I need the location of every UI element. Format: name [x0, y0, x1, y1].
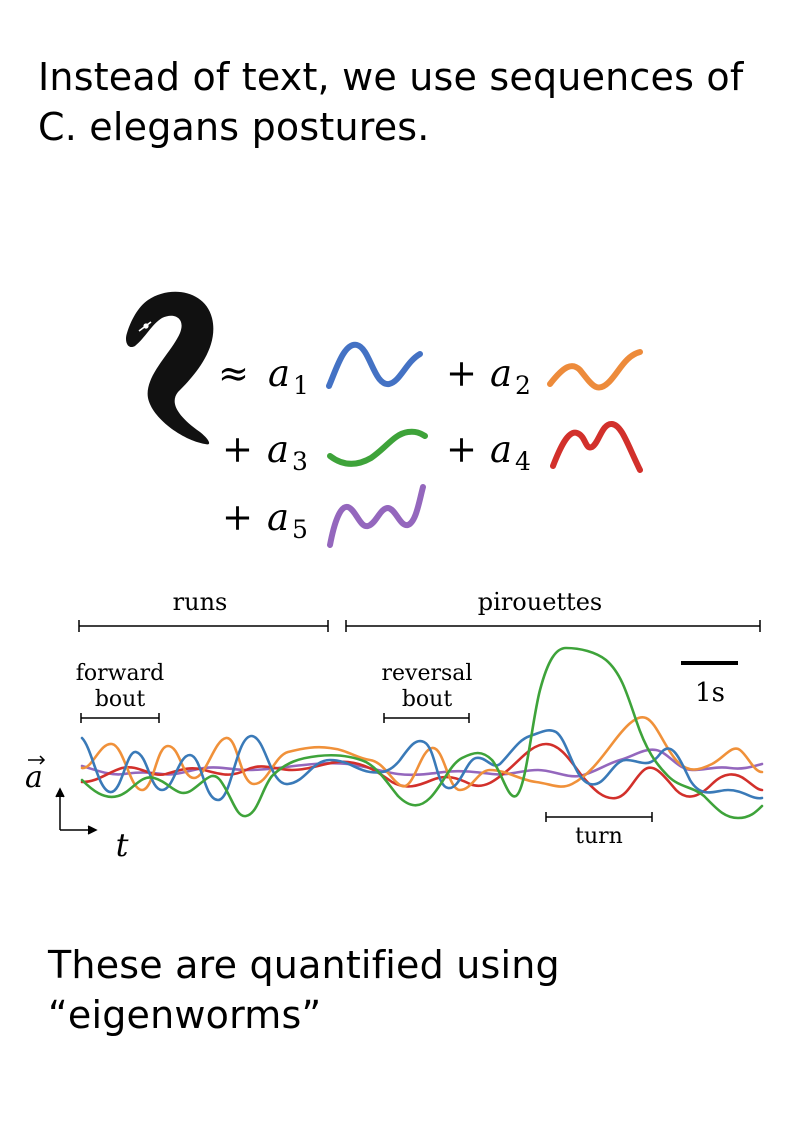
plus-sign-2: +: [222, 428, 253, 471]
coef-a1-index: 1: [293, 371, 309, 400]
eigenworm-3-shape: [327, 428, 428, 467]
plus-sign-4: +: [222, 496, 253, 539]
pirouettes-label: pirouettes: [478, 588, 602, 616]
x-axis-label: t: [116, 826, 129, 864]
plus-sign-3: +: [446, 428, 477, 471]
reversal-bout-label-line1: reversal: [382, 661, 473, 686]
vector-arrow-icon: [28, 755, 46, 765]
trace-a5: [80, 748, 764, 778]
worm-silhouette: [125, 291, 214, 445]
eigenworm-2-shape: [547, 349, 643, 391]
eigenworm-5-shape: [327, 484, 426, 548]
approx-symbol: ≈: [218, 352, 249, 395]
trace-a2: [80, 716, 764, 792]
reversal-bout-label-line2: bout: [402, 687, 452, 712]
coef-a1: a: [268, 352, 290, 395]
coef-a5-index: 5: [292, 515, 308, 544]
eigenworm-1-shape: [326, 341, 423, 389]
coef-a2: a: [490, 352, 512, 395]
trace-group: [80, 646, 764, 820]
eigenworm-4-shape: [550, 421, 643, 473]
scale-bar-label: 1s: [695, 678, 725, 708]
coef-a2-index: 2: [515, 371, 531, 400]
trace-a1: [80, 729, 764, 802]
axes: [55, 787, 98, 835]
coef-a4-index: 4: [515, 447, 531, 476]
coef-a5: a: [267, 496, 289, 539]
coef-a3-index: 3: [292, 447, 308, 476]
slide-caption: These are quantified using “eigenworms”: [48, 943, 560, 1037]
slide-title: Instead of text, we use sequences of C. …: [38, 55, 744, 149]
turn-label: turn: [575, 824, 623, 849]
forward-bout-label-line2: bout: [95, 687, 145, 712]
plus-sign-1: +: [446, 352, 477, 395]
forward-bout-label-line1: forward: [76, 661, 164, 686]
coef-a3: a: [267, 428, 289, 471]
runs-label: runs: [173, 588, 228, 616]
coef-a4: a: [490, 428, 512, 471]
trace-a3: [80, 646, 764, 820]
y-axis-label: a: [25, 760, 43, 795]
